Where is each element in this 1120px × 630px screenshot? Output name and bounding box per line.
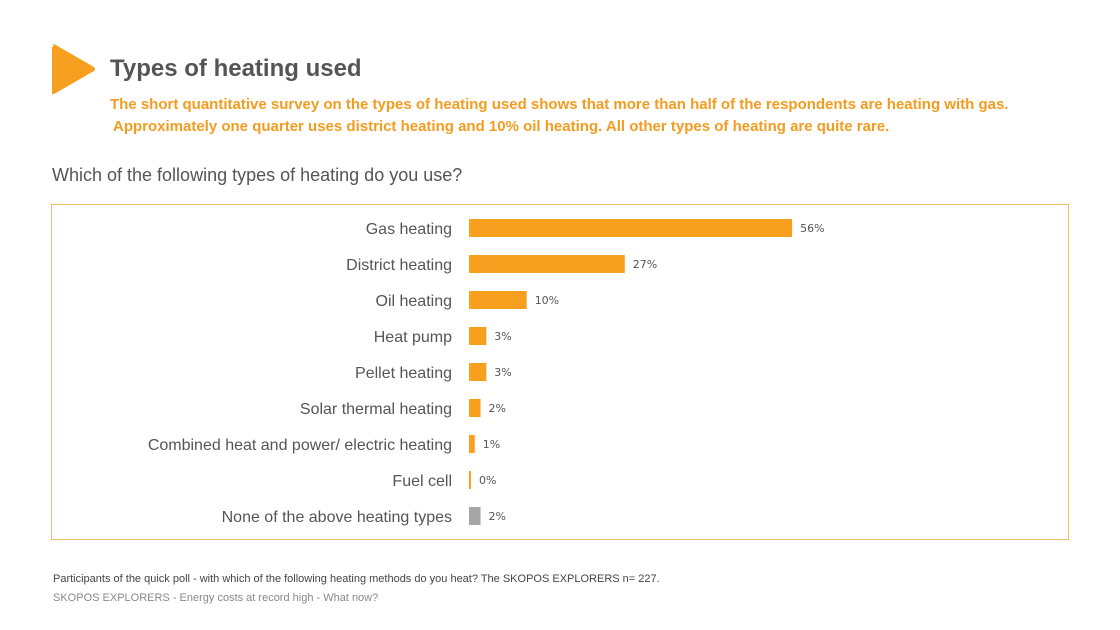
category-label: Heat pump <box>374 329 452 346</box>
data-label: 2% <box>489 510 506 523</box>
category-label: Gas heating <box>366 221 452 238</box>
bar <box>469 363 487 381</box>
summary-line-1: The short quantitative survey on the typ… <box>110 96 1009 113</box>
data-label: 56% <box>800 222 824 235</box>
bar-chart: Gas heating 56% District heating 27% Oil hea… <box>148 219 825 526</box>
footnote: Participants of the quick poll - with wh… <box>53 573 660 585</box>
bar <box>469 291 527 309</box>
data-label: 1% <box>483 438 500 451</box>
category-label: Pellet heating <box>355 365 452 382</box>
category-label: Oil heating <box>376 293 453 310</box>
bar <box>469 255 625 273</box>
play-triangle-logo-icon <box>52 44 95 95</box>
bar <box>469 471 471 489</box>
bar <box>469 327 487 345</box>
summary-text: The short quantitative survey on the typ… <box>110 94 1008 138</box>
data-label: 3% <box>494 366 511 379</box>
bar <box>469 399 481 417</box>
bar <box>469 219 793 237</box>
data-label: 2% <box>489 402 506 415</box>
data-label: 3% <box>494 330 511 343</box>
source-note: SKOPOS EXPLORERS - Energy costs at recor… <box>53 592 379 604</box>
chart-title: Which of the following types of heating … <box>52 165 463 185</box>
data-label: 27% <box>633 258 657 271</box>
data-label: 0% <box>479 474 496 487</box>
category-label: District heating <box>346 257 452 274</box>
category-label: Combined heat and power/ electric heatin… <box>148 437 452 454</box>
bar <box>469 435 475 453</box>
summary-line-2: Approximately one quarter uses district … <box>113 118 890 135</box>
category-label: None of the above heating types <box>222 509 452 526</box>
chart-frame: Gas heating 56% District heating 27% Oil hea… <box>51 204 1069 540</box>
bar <box>469 507 481 525</box>
category-label: Fuel cell <box>392 473 452 490</box>
category-label: Solar thermal heating <box>300 401 452 418</box>
page-title: Types of heating used <box>110 55 362 82</box>
data-label: 10% <box>535 294 559 307</box>
